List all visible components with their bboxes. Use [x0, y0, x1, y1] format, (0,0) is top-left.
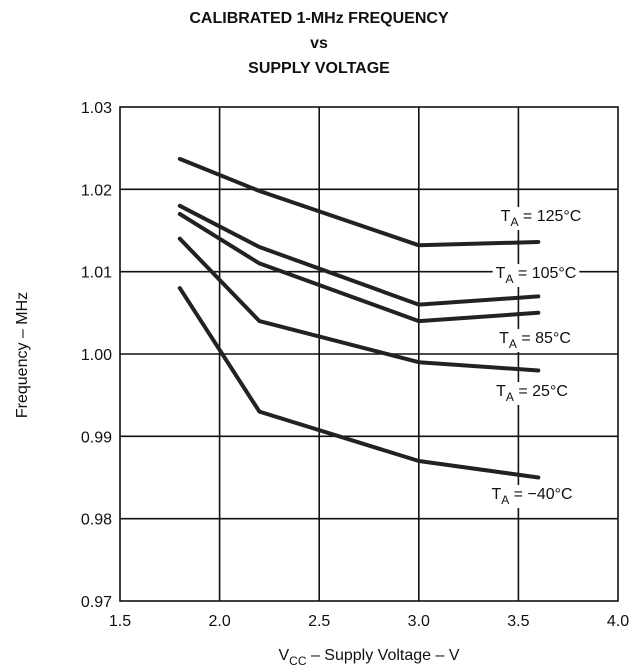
series-label-2: TA = 85°C: [499, 330, 571, 351]
tick-labels: 1.5 2.0 2.5 3.0 3.5 4.0 0.97 0.98 0.99 1.00 1.01 1.…: [81, 100, 629, 630]
series-label-background: [492, 264, 580, 287]
series-label-sub: A: [509, 337, 517, 351]
series-label-rest: = −40°C: [509, 486, 572, 503]
series-label-main: T: [496, 265, 506, 282]
x-tick-label: 2.5: [308, 613, 330, 630]
y-tick-label: 1.02: [81, 182, 112, 199]
series-lines: [177, 156, 541, 480]
plot-frame: [119, 106, 619, 602]
x-tick-label: 1.5: [109, 613, 131, 630]
series-line-1: [177, 203, 541, 307]
series-label-rest: = 25°C: [514, 383, 568, 400]
series-label-0: TA = 125°C: [501, 208, 582, 229]
series-label-main: T: [491, 486, 501, 503]
series-line-0: [177, 156, 541, 248]
series-line-2: [177, 212, 541, 324]
series-line-4: [177, 286, 541, 480]
series-label-main: T: [499, 330, 509, 347]
series-label-4: TA = −40°C: [491, 486, 572, 507]
series-label-3: TA = 25°C: [496, 383, 568, 404]
chart-title: CALIBRATED 1-MHz FREQUENCY vs SUPPLY VOL…: [189, 10, 449, 77]
series-label-rest: = 125°C: [518, 208, 581, 225]
chart-title-line-2: vs: [310, 35, 328, 52]
series-label-sub: A: [506, 390, 514, 404]
series-label-background: [493, 382, 571, 405]
series-label-rest: = 85°C: [517, 330, 571, 347]
series-label-sub: A: [505, 272, 513, 286]
y-tick-label: 1.00: [81, 347, 112, 364]
series-label-background: [497, 207, 585, 230]
series-label-sub: A: [501, 493, 509, 507]
series-label-rest: = 105°C: [513, 265, 576, 282]
x-axis-label-sub: CC: [289, 654, 307, 668]
x-axis-label-main: V: [278, 647, 289, 664]
series-label-background: [488, 485, 576, 508]
chart-title-line-1: CALIBRATED 1-MHz FREQUENCY: [189, 10, 449, 27]
y-tick-label: 0.97: [81, 594, 112, 611]
series-label-main: T: [496, 383, 506, 400]
series-label-background: [496, 329, 574, 352]
x-tick-label: 3.5: [507, 613, 529, 630]
x-tick-label: 3.0: [408, 613, 430, 630]
y-tick-label: 0.98: [81, 512, 112, 529]
series-label-1: TA = 105°C: [496, 265, 577, 286]
series-label-main: T: [501, 208, 511, 225]
chart-title-line-3: SUPPLY VOLTAGE: [248, 60, 390, 77]
x-tick-label: 2.0: [208, 613, 230, 630]
grid-lines: [120, 107, 618, 601]
y-axis-label: Frequency – MHz: [14, 292, 31, 418]
y-tick-label: 0.99: [81, 429, 112, 446]
x-tick-label: 4.0: [607, 613, 629, 630]
series-label-sub: A: [510, 215, 518, 229]
x-axis-label-rest: – Supply Voltage – V: [307, 647, 460, 664]
series-labels: TA = 125°CTA = 105°CTA = 85°CTA = 25°CTA…: [488, 207, 585, 508]
y-tick-label: 1.01: [81, 265, 112, 282]
series-line-3: [177, 236, 541, 373]
y-tick-label: 1.03: [81, 100, 112, 117]
x-axis-label: VCC – Supply Voltage – V: [278, 647, 459, 668]
